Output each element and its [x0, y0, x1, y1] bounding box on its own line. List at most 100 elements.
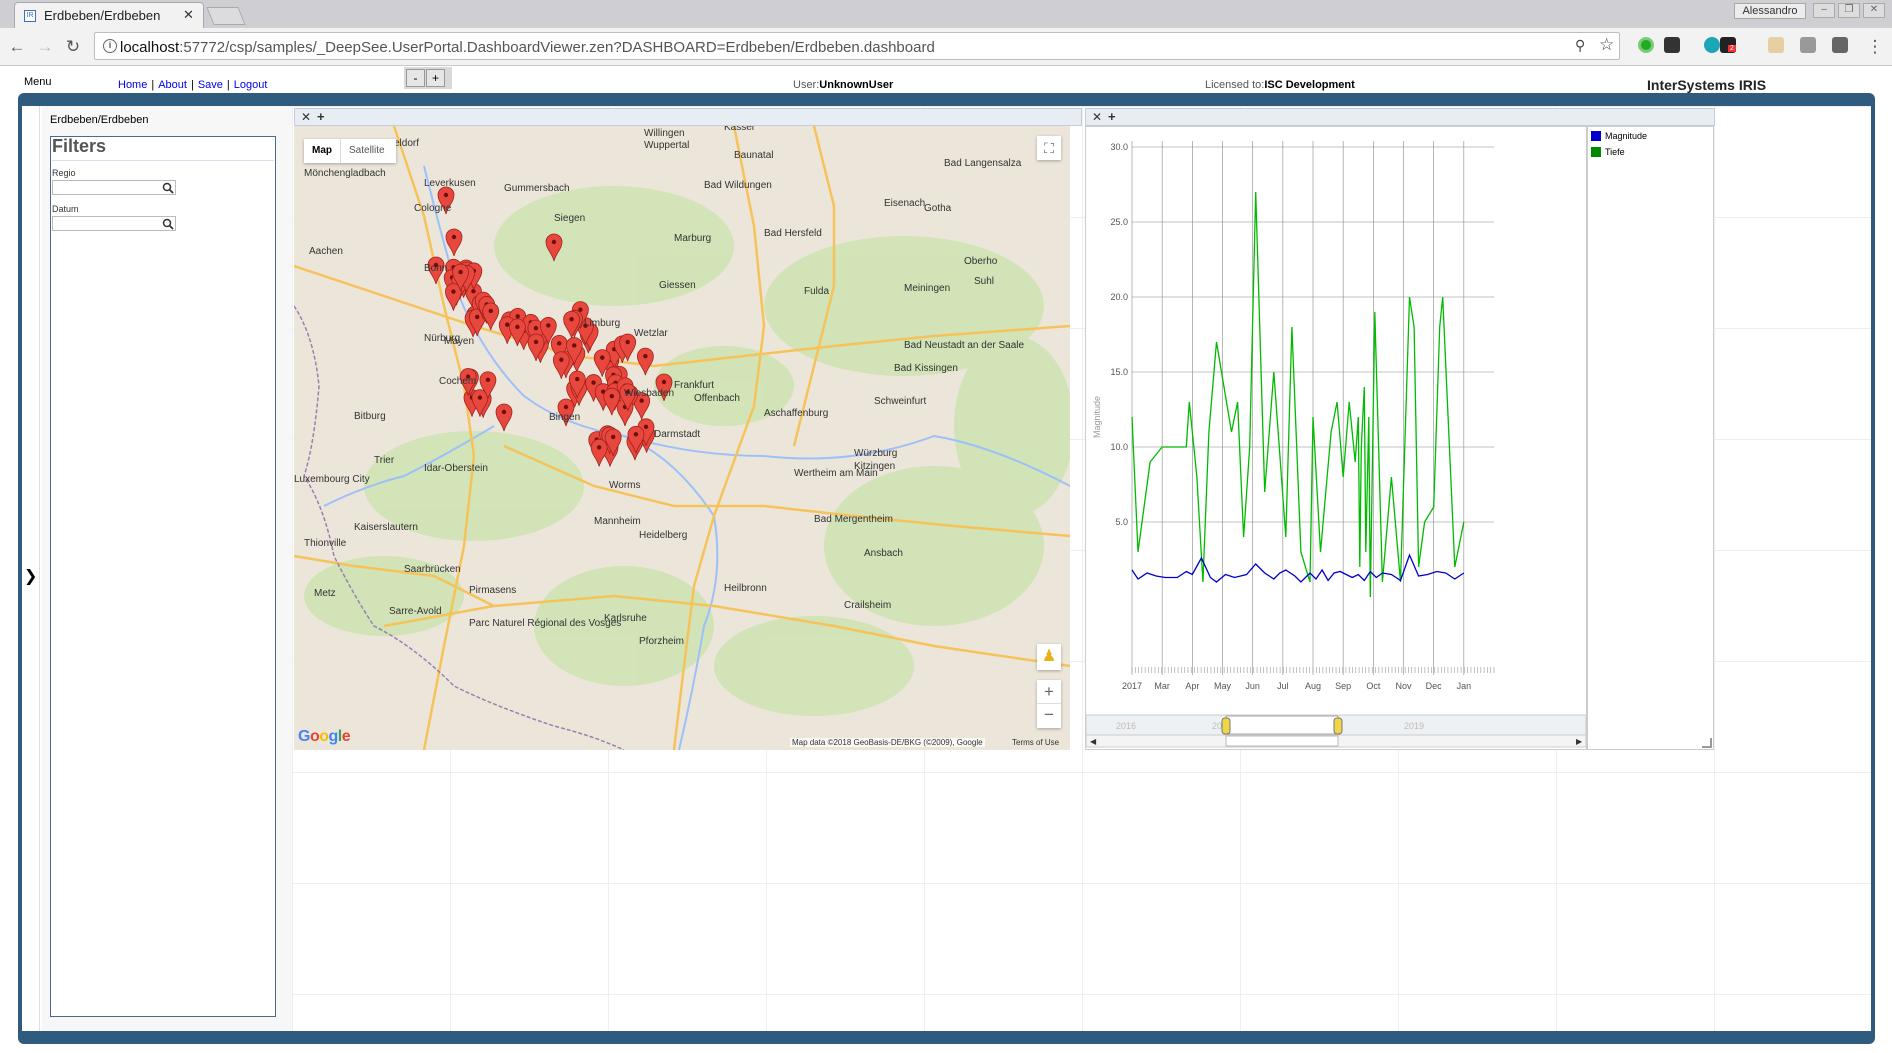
- map-marker[interactable]: [445, 228, 463, 257]
- map-city-label: Mayen: [444, 336, 474, 347]
- fullscreen-icon[interactable]: ⛶: [1037, 136, 1061, 160]
- map-zoom-out-button[interactable]: −: [1044, 705, 1054, 724]
- map-marker[interactable]: [633, 392, 651, 420]
- new-tab-button[interactable]: [206, 7, 246, 25]
- navigator-right-handle[interactable]: [1333, 717, 1343, 735]
- expand-sidebar-icon[interactable]: ❯: [24, 568, 38, 585]
- map-marker[interactable]: [563, 310, 580, 339]
- logout-link[interactable]: Logout: [233, 79, 268, 91]
- navigator-scroll-thumb[interactable]: [1225, 735, 1339, 747]
- minimize-icon[interactable]: –: [1813, 3, 1835, 18]
- map-marker[interactable]: [508, 318, 526, 346]
- bookmark-star-icon[interactable]: ☆: [1599, 35, 1615, 54]
- tab-close-icon[interactable]: ✕: [183, 7, 194, 22]
- filters-box: [50, 136, 276, 1017]
- dashboard-name: Erdbeben/Erdbeben: [50, 114, 149, 126]
- reload-icon[interactable]: ↻: [65, 37, 81, 56]
- map-marker[interactable]: [565, 337, 583, 365]
- scroll-left-icon[interactable]: ◀: [1090, 737, 1097, 746]
- navigator-left-handle[interactable]: [1221, 717, 1231, 735]
- chart-widget-close-icon[interactable]: ✕: [1092, 110, 1103, 124]
- map-marker[interactable]: [482, 302, 500, 331]
- save-link[interactable]: Save: [197, 79, 223, 91]
- zoom-out-button[interactable]: -: [406, 69, 425, 87]
- map-marker[interactable]: [550, 335, 568, 363]
- map-marker[interactable]: [655, 373, 673, 402]
- pegman-icon[interactable]: ♟: [1037, 644, 1061, 670]
- map-widget[interactable]: sseldorf Mönchengladbach Leverkusen Gummers…: [294, 126, 1070, 750]
- home-link[interactable]: Home: [118, 79, 148, 91]
- zoom-icon[interactable]: ⚲: [1575, 37, 1586, 53]
- map-marker[interactable]: [557, 398, 575, 427]
- map-type-satellite-button[interactable]: Satellite: [340, 139, 393, 163]
- map-city-label: Parc Naturel Régional des Vosges: [469, 618, 621, 629]
- y-tick-label: 30.0: [1110, 142, 1128, 152]
- map-widget-add-icon[interactable]: +: [317, 109, 325, 124]
- map-marker[interactable]: [568, 370, 586, 399]
- extension-ublock-icon[interactable]: [1832, 37, 1848, 53]
- series-line-magnitude[interactable]: [1131, 553, 1465, 583]
- map-marker[interactable]: [495, 403, 513, 432]
- browser-tab[interactable]: IR Erdbeben/Erdbeben ✕: [14, 2, 204, 28]
- legend-item-magnitude[interactable]: Magnitude: [1591, 131, 1647, 141]
- x-tick-label: May: [1214, 681, 1232, 691]
- zoom-in-button[interactable]: +: [426, 69, 445, 87]
- map-marker[interactable]: [479, 371, 497, 399]
- regio-input[interactable]: [52, 180, 176, 195]
- back-icon[interactable]: ←: [8, 37, 26, 56]
- legend-item-tiefe[interactable]: Tiefe: [1591, 147, 1625, 157]
- map-marker[interactable]: [437, 186, 455, 215]
- datum-input[interactable]: [52, 216, 176, 231]
- map-marker[interactable]: [445, 283, 462, 311]
- map-marker[interactable]: [468, 308, 486, 337]
- map-canvas[interactable]: sseldorf Mönchengladbach Leverkusen Gummers…: [294, 126, 1070, 750]
- info-icon[interactable]: i: [103, 39, 117, 53]
- extension-cast-icon[interactable]: [1800, 37, 1816, 53]
- chart-widget-add-icon[interactable]: +: [1108, 109, 1116, 124]
- regio-search-icon[interactable]: [162, 182, 174, 194]
- map-zoom-in-button[interactable]: +: [1037, 680, 1061, 704]
- map-city-label: Marburg: [674, 233, 711, 244]
- map-widget-close-icon[interactable]: ✕: [301, 110, 312, 124]
- widget-resize-handle[interactable]: [1702, 738, 1712, 748]
- restore-icon[interactable]: ❐: [1838, 3, 1860, 18]
- address-bar[interactable]: i localhost:57772/csp/samples/_DeepSee.U…: [94, 32, 1620, 60]
- series-line-tiefe[interactable]: [1131, 191, 1465, 598]
- extension-teal-icon[interactable]: [1704, 37, 1720, 53]
- map-marker[interactable]: [590, 439, 608, 467]
- about-link[interactable]: About: [158, 79, 187, 91]
- map-city-label: Darmstadt: [654, 429, 700, 440]
- map-marker[interactable]: [539, 317, 557, 345]
- map-marker[interactable]: [636, 347, 654, 376]
- menu-kebab-icon[interactable]: ⋮: [1866, 37, 1884, 56]
- map-terms-link[interactable]: Terms of Use: [1012, 738, 1060, 747]
- extension-green-icon[interactable]: [1638, 37, 1654, 53]
- forward-icon[interactable]: →: [36, 37, 54, 56]
- profile-button[interactable]: Alessandro: [1734, 3, 1806, 19]
- map-type-map-button[interactable]: Map: [312, 145, 332, 156]
- map-marker[interactable]: [459, 368, 477, 396]
- map-marker[interactable]: [619, 333, 637, 362]
- map-city-label: Meiningen: [904, 283, 950, 294]
- scroll-right-icon[interactable]: ▶: [1576, 737, 1583, 746]
- extension-book-icon[interactable]: [1664, 37, 1680, 53]
- extension-puzzle-icon[interactable]: [1768, 37, 1784, 53]
- map-marker[interactable]: [545, 233, 563, 262]
- x-tick-label: Jun: [1245, 681, 1260, 691]
- menu-button[interactable]: Menu: [24, 76, 52, 88]
- map-marker[interactable]: [627, 425, 645, 454]
- map-marker[interactable]: [552, 351, 570, 379]
- sidebar-toggle-strip: [22, 106, 40, 1031]
- window-close-icon[interactable]: ✕: [1863, 3, 1885, 18]
- map-marker[interactable]: [593, 349, 611, 377]
- datum-search-icon[interactable]: [162, 218, 174, 230]
- extension-badge-icon[interactable]: 2: [1720, 37, 1736, 53]
- navigator-year-label: 2016: [1116, 721, 1136, 731]
- map-marker[interactable]: [527, 333, 545, 362]
- map-marker[interactable]: [427, 256, 445, 285]
- time-navigator[interactable]: 2016201720182019 ◀ ▶: [1085, 714, 1587, 748]
- map-marker[interactable]: [452, 263, 469, 292]
- map-marker[interactable]: [471, 389, 489, 417]
- map-marker[interactable]: [604, 428, 622, 457]
- map-marker[interactable]: [619, 383, 637, 412]
